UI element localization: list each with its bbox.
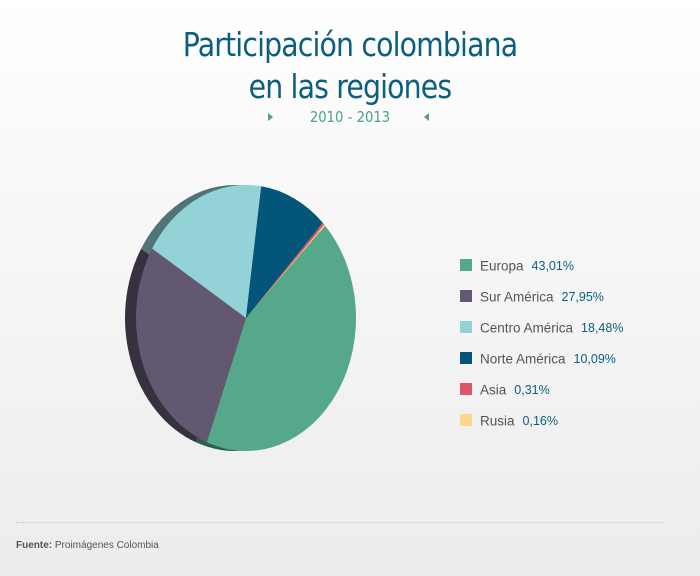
chart-title: Participación colombiana en las regiones bbox=[49, 24, 651, 108]
legend-label: Rusia bbox=[480, 413, 515, 429]
legend-swatch bbox=[460, 258, 472, 271]
legend-value: 10,09% bbox=[573, 351, 616, 366]
title-line-1: Participación colombiana bbox=[182, 25, 518, 64]
legend-item: Asia 0,31% bbox=[460, 381, 623, 412]
subtitle-row: 2010 - 2013 bbox=[0, 106, 700, 128]
pie-slice-centro-america bbox=[152, 185, 262, 318]
chart-subtitle: 2010 - 2013 bbox=[309, 108, 391, 126]
legend-label: Europa bbox=[480, 258, 524, 274]
chart-legend: Europa 43,01% Sur América 27,95% Centro Amér… bbox=[460, 257, 623, 443]
legend-swatch bbox=[460, 320, 472, 333]
legend-label: Sur América bbox=[480, 289, 554, 305]
title-line-2: en las regiones bbox=[248, 67, 453, 106]
legend-value: 0,31% bbox=[514, 382, 550, 397]
legend-value: 27,95% bbox=[561, 289, 604, 304]
pie-slice-norte-america bbox=[246, 186, 323, 318]
legend-item: Norte América 10,09% bbox=[460, 350, 623, 381]
legend-value: 0,16% bbox=[522, 413, 558, 428]
source-text: Proimágenes Colombia bbox=[54, 540, 159, 551]
legend-label: Centro América bbox=[480, 320, 574, 336]
triangle-left-icon bbox=[424, 113, 429, 121]
pie-slice-europa bbox=[206, 225, 356, 451]
footer-divider bbox=[16, 522, 664, 523]
source-note: Fuente: Proimágenes Colombia bbox=[16, 540, 159, 551]
legend-swatch bbox=[460, 382, 472, 395]
pie-slice-sur-america bbox=[136, 248, 246, 443]
legend-item: Rusia 0,16% bbox=[460, 412, 623, 443]
legend-value: 43,01% bbox=[531, 258, 574, 273]
legend-label: Asia bbox=[480, 382, 507, 398]
legend-item: Europa 43,01% bbox=[460, 257, 623, 288]
legend-swatch bbox=[460, 351, 472, 364]
legend-label: Norte América bbox=[480, 351, 566, 367]
pie-slice-rusia bbox=[246, 224, 326, 318]
legend-swatch bbox=[460, 413, 472, 426]
legend-item: Centro América 18,48% bbox=[460, 319, 623, 350]
source-label: Fuente: bbox=[16, 540, 53, 551]
triangle-right-icon bbox=[268, 113, 273, 121]
legend-swatch bbox=[460, 289, 472, 302]
legend-value: 18,48% bbox=[581, 320, 624, 335]
pie-slice-asia bbox=[246, 222, 325, 318]
legend-item: Sur América 27,95% bbox=[460, 288, 623, 319]
